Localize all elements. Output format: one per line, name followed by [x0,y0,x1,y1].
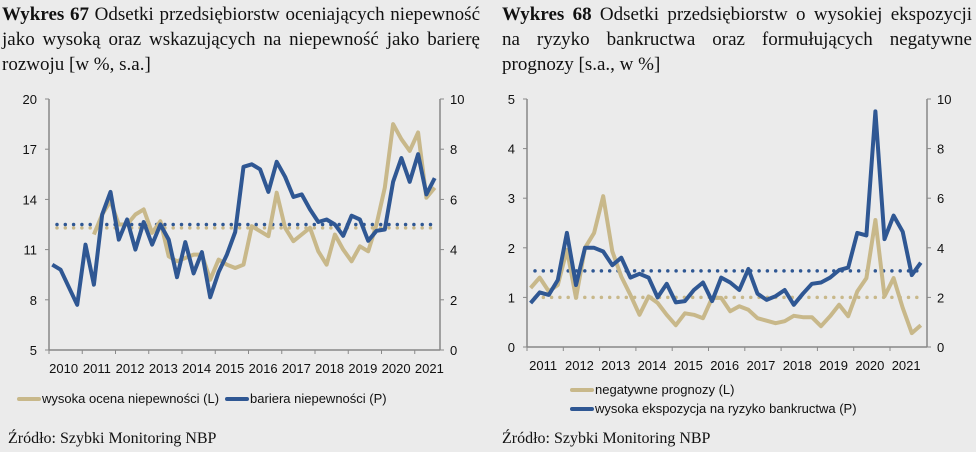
chart-1: 5 8 11 14 17 20 0 2 4 6 8 10 2010 2011 2012 2013 2014 201… [23,92,465,376]
right-tick-label: 6 [450,192,457,207]
x-tick-label: 2016 [249,361,278,376]
right-tick-label: 0 [450,343,457,358]
legend-swatch-gold [570,387,594,392]
legend-label: bariera niepewności (P) [250,391,387,406]
x-tick-label: 2011 [83,361,111,376]
x-tick-label: 2019 [819,358,848,373]
chart-2-source: Źródło: Szybki Monitoring NBP [502,430,711,447]
left-tick-label: 5 [508,92,515,107]
x-tick-label: 2011 [529,358,557,373]
right-tick-label: 8 [937,142,944,157]
x-tick-label: 2018 [783,358,812,373]
chart-2-title-label: Wykres 68 [502,4,592,25]
legend-swatch-blue [570,406,594,411]
left-tick-label: 1 [508,290,515,305]
x-tick-label: 2010 [49,361,78,376]
x-tick-label: 2020 [855,358,884,373]
left-tick-label: 0 [508,340,515,355]
left-tick-label: 4 [508,142,515,157]
legend-label: negatywne prognozy (L) [595,382,735,397]
series-line [51,152,437,307]
chart-2-legend-item-1: negatywne prognozy (L) [570,382,734,397]
chart-2-legend-item-2: wysoka ekspozycja na ryzyko bankructwa (… [570,401,857,416]
chart-1-legend: wysoka ocena niepewności (L) bariera nie… [17,391,387,406]
x-tick-label: 2013 [601,358,630,373]
legend-label: wysoka ocena niepewności (L) [42,391,220,406]
x-tick-label: 2021 [892,358,921,373]
right-tick-label: 10 [450,92,464,107]
x-tick-label: 2021 [415,361,444,376]
x-tick-label: 2016 [710,358,739,373]
x-tick-label: 2015 [215,361,244,376]
chart-1-title: Wykres 67 Odsetki przedsiębiorstw ocenia… [2,2,480,77]
x-tick-label: 2019 [348,361,377,376]
chart-2-title: Wykres 68 Odsetki przedsiębiorstw o wyso… [502,2,972,77]
x-tick-label: 2013 [149,361,178,376]
series-line [92,122,437,282]
x-tick-label: 2017 [746,358,775,373]
chart-1-source: Źródło: Szybki Monitoring NBP [8,430,217,447]
left-tick-label: 11 [24,243,38,258]
x-tick-label: 2012 [116,361,145,376]
left-tick-label: 14 [23,192,37,207]
legend-swatch-blue [225,396,250,401]
x-tick-label: 2015 [674,358,703,373]
right-tick-label: 0 [937,340,944,355]
right-tick-label: 10 [937,92,951,107]
chart-1-title-label: Wykres 67 [2,4,89,25]
left-tick-label: 5 [30,343,37,358]
x-tick-label: 2014 [182,361,211,376]
series-line [529,194,923,336]
right-tick-label: 8 [450,142,457,157]
chart-2: 0 1 2 3 4 5 0 2 4 6 8 10 2011 2012 2013 2014 2015 2016 201… [508,92,952,373]
x-tick-label: 2014 [638,358,667,373]
x-tick-label: 2018 [315,361,344,376]
chart-1-title-text: Odsetki przedsiębiorstw oceniających nie… [2,4,481,75]
right-tick-label: 6 [937,191,944,206]
series-line [529,109,923,307]
x-tick-label: 2017 [282,361,311,376]
legend-label: wysoka ekspozycja na ryzyko bankructwa (… [595,401,857,416]
x-tick-label: 2012 [565,358,594,373]
right-tick-label: 4 [450,243,457,258]
left-tick-label: 20 [23,92,37,107]
left-tick-label: 17 [23,142,37,157]
x-tick-label: 2020 [382,361,411,376]
right-tick-label: 2 [450,293,457,308]
left-tick-label: 3 [508,191,515,206]
legend-swatch-gold [17,396,41,401]
left-tick-label: 2 [508,241,515,256]
chart-2-title-text: Odsetki przedsiębiorstw o wysokiej ekspo… [502,4,972,75]
right-tick-label: 2 [937,290,944,305]
left-tick-label: 8 [30,293,37,308]
right-tick-label: 4 [937,241,944,256]
